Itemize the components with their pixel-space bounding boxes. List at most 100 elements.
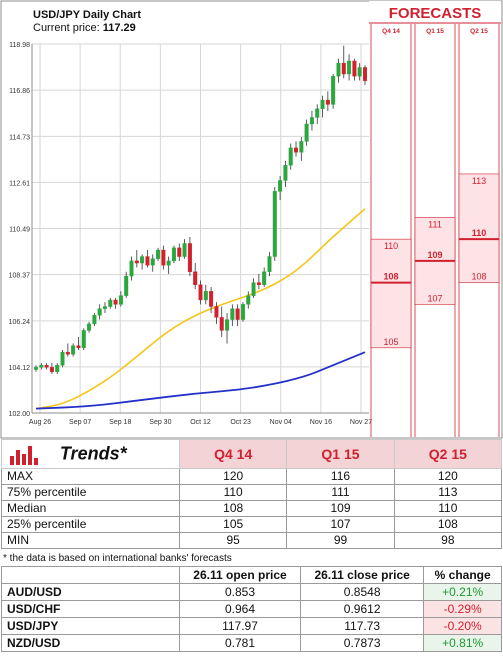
candle-body: [331, 75, 336, 105]
trends-cell: 108: [178, 500, 288, 517]
trends-cell: 120: [178, 468, 288, 485]
candle-body: [60, 351, 65, 366]
fx-pair: USD/CHF: [1, 600, 180, 618]
forecast-col-label: Q2 15: [470, 28, 488, 35]
candle-body: [177, 247, 182, 257]
trends-row: Median 108 109 110: [1, 500, 503, 517]
candle-body: [315, 108, 320, 118]
trends-row-label: MAX: [1, 468, 180, 485]
fx-header-row: 26.11 open price 26.11 close price % cha…: [1, 566, 502, 584]
candle-body: [97, 308, 102, 316]
y-axis-ticks: 118.98 116.86 114.73 112.61 110.49 108.37 106.…: [9, 42, 31, 418]
trends-row-label: 75% percentile: [1, 484, 180, 501]
forecast-col-label: Q1 15: [426, 28, 444, 35]
candle-body: [230, 308, 235, 320]
candle-body: [203, 291, 208, 301]
forecast-col-label: Q4 14: [382, 28, 400, 35]
ma-short-line: [35, 208, 366, 410]
candle-body: [129, 260, 134, 277]
chart-title: USD/JPY Daily Chart: [33, 9, 141, 21]
current-price-label: Current price:: [33, 22, 100, 34]
trends-row: MIN 95 99 98: [1, 532, 503, 549]
fx-pair: USD/JPY: [1, 617, 180, 635]
x-tick-label: Oct 12: [190, 419, 211, 426]
usdjpy-chart: 118.98 116.86 114.73 112.61 110.49 108.37 106.…: [0, 0, 503, 439]
candle-body: [65, 351, 70, 355]
forecast-median-label: 109: [427, 250, 442, 260]
candle-body: [352, 60, 357, 77]
forecast-range-box: [458, 173, 500, 283]
candle-body: [363, 67, 368, 81]
trends-header-row: Trends* Q4 14 Q1 15 Q2 15: [1, 439, 503, 469]
candle-body: [246, 295, 251, 305]
fx-change: -0.20%: [423, 617, 502, 635]
candle-body: [325, 99, 330, 105]
candle-body: [118, 295, 123, 305]
candle-body: [283, 165, 288, 181]
candle-body: [209, 291, 214, 307]
candle-body: [198, 284, 203, 301]
candle-body: [256, 282, 261, 285]
trends-cell: 111: [286, 484, 395, 501]
candle-body: [288, 147, 293, 166]
moving-averages: [35, 208, 366, 410]
x-tick-label: Nov 04: [270, 419, 292, 426]
candle-body: [71, 345, 76, 355]
fx-pair: AUD/USD: [1, 583, 180, 601]
forecast-title: FORECASTS: [389, 5, 482, 22]
fx-change: +0.21%: [423, 583, 502, 601]
candle-body: [304, 123, 309, 142]
forecast-range-box: [370, 238, 412, 349]
candle-body: [299, 141, 304, 153]
fx-row: AUD/USD 0.853 0.8548 +0.21%: [1, 583, 502, 601]
fx-row: USD/CHF 0.964 0.9612 -0.29%: [1, 600, 502, 618]
trends-row-label: MIN: [1, 532, 180, 549]
candle-body: [44, 364, 49, 368]
fx-close: 117.73: [299, 617, 425, 635]
trends-row: 25% percentile 105 107 108: [1, 516, 503, 533]
candle-body: [336, 62, 341, 77]
candle-body: [171, 247, 176, 262]
fx-row: USD/JPY 117.97 117.73 -0.20%: [1, 617, 502, 635]
candle-body: [235, 308, 240, 320]
x-axis-ticks: Aug 26 Sep 07 Sep 18 Sep 30 Oct 12 Oct 23 Nov …: [29, 419, 372, 426]
y-tick-label: 108.37: [9, 273, 31, 280]
trends-cell: 95: [178, 532, 288, 549]
candle-body: [145, 256, 150, 266]
y-tick-label: 112.61: [9, 180, 30, 187]
fx-change: +0.81%: [423, 634, 502, 652]
candle-body: [134, 260, 139, 264]
x-tick-label: Oct 23: [230, 419, 251, 426]
trends-row: MAX 120 116 120: [1, 468, 503, 485]
forecast-median-label: 110: [472, 228, 487, 238]
candle-body: [166, 260, 171, 266]
y-tick-label: 104.12: [9, 365, 31, 372]
trends-col-q2-15: Q2 15: [393, 439, 503, 469]
trends-cell: 105: [178, 516, 288, 533]
current-price-line: Current price: 117.29: [33, 22, 136, 34]
candle-body: [219, 317, 224, 331]
candle-body: [272, 191, 277, 257]
forecast-max-label: 111: [428, 219, 442, 229]
candle-body: [214, 306, 219, 318]
trends-title: Trends*: [59, 443, 127, 464]
fx-close: 0.8548: [299, 583, 425, 601]
candle-body: [102, 306, 107, 309]
chart-grid: [31, 43, 369, 414]
candle-body: [150, 258, 155, 266]
candle-body: [225, 319, 230, 331]
x-tick-label: Sep 07: [69, 419, 91, 426]
ma-long-line: [35, 351, 366, 410]
forecast-max-label: 110: [384, 241, 398, 251]
trends-row-label: Median: [1, 500, 180, 517]
y-tick-label: 114.73: [9, 134, 30, 141]
x-tick-label: Sep 18: [109, 419, 131, 426]
candle-body: [34, 367, 39, 370]
x-tick-label: Nov 27: [350, 419, 372, 426]
fx-open: 117.97: [179, 617, 301, 635]
y-tick-label: 110.49: [9, 227, 30, 234]
fx-change: -0.29%: [423, 600, 502, 618]
y-tick-label: 102.00: [9, 411, 31, 418]
trends-cell: 108: [393, 516, 503, 533]
